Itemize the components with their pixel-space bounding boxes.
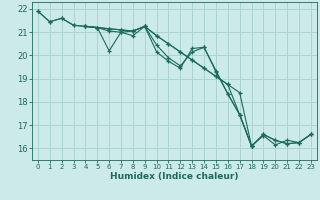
X-axis label: Humidex (Indice chaleur): Humidex (Indice chaleur) [110, 172, 239, 181]
